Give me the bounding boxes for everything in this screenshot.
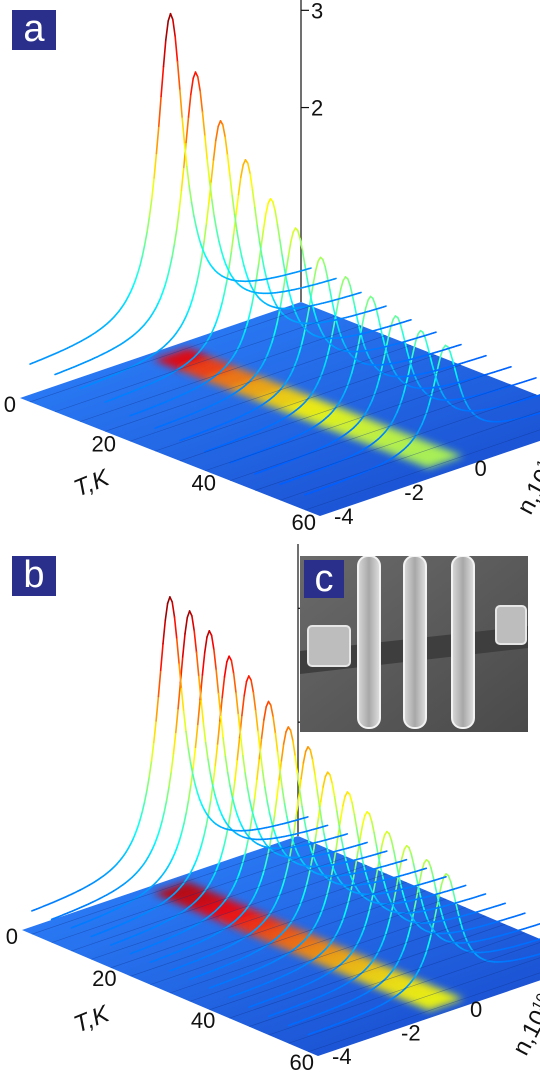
panel-label-b: b bbox=[12, 556, 56, 596]
y-tick-label: 0 bbox=[470, 997, 482, 1022]
inset-micrograph: c bbox=[300, 556, 528, 732]
x-tick-label: 20 bbox=[92, 966, 116, 991]
y-tick-label: 0 bbox=[475, 456, 487, 481]
series-curve bbox=[31, 596, 309, 912]
series-curve bbox=[104, 159, 387, 403]
y-tick-label: -2 bbox=[401, 1021, 421, 1046]
x-tick-label: 40 bbox=[191, 1008, 215, 1033]
series-curve bbox=[79, 120, 362, 390]
series-curve bbox=[29, 12, 312, 365]
y-tick-label: -2 bbox=[404, 480, 424, 505]
series-curve bbox=[307, 873, 540, 1036]
series-curve bbox=[50, 610, 329, 921]
series-curve bbox=[110, 675, 388, 946]
series-curve bbox=[304, 344, 540, 496]
y-tick-label: -4 bbox=[332, 1044, 352, 1069]
x-tick-label: 0 bbox=[6, 924, 18, 949]
x-tick-label: 60 bbox=[292, 510, 316, 535]
series-curve bbox=[188, 771, 467, 981]
panel-label-c: c bbox=[304, 560, 344, 598]
x-tick-label: 40 bbox=[192, 471, 216, 496]
ridge-heat bbox=[152, 347, 464, 469]
series-curve bbox=[90, 655, 368, 938]
z-tick-label: 3 bbox=[311, 0, 323, 23]
z-tick-label: 2 bbox=[311, 96, 323, 121]
x-tick-label: 0 bbox=[4, 392, 16, 417]
x-axis-label: T,K bbox=[70, 1000, 114, 1039]
x-tick-label: 60 bbox=[290, 1050, 314, 1075]
y-tick-label: -4 bbox=[334, 504, 354, 529]
series-curve bbox=[54, 71, 337, 376]
series-curve bbox=[154, 227, 437, 430]
series-curve bbox=[149, 726, 428, 964]
x-axis-label: T,K bbox=[70, 464, 114, 503]
x-tick-label: 20 bbox=[92, 431, 116, 456]
series-curve bbox=[179, 256, 462, 442]
panel-label-a: a bbox=[12, 10, 56, 50]
